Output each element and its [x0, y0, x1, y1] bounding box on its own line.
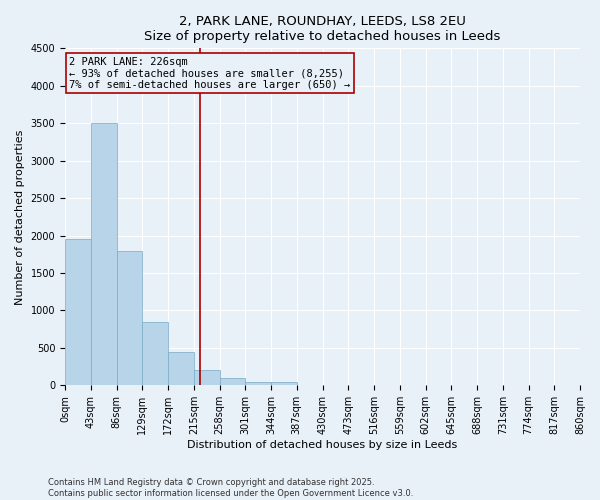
Bar	[220, 378, 245, 386]
Bar	[168, 352, 194, 386]
Bar	[245, 382, 271, 386]
Bar	[116, 250, 142, 386]
Bar	[142, 322, 168, 386]
Title: 2, PARK LANE, ROUNDHAY, LEEDS, LS8 2EU
Size of property relative to detached hou: 2, PARK LANE, ROUNDHAY, LEEDS, LS8 2EU S…	[145, 15, 501, 43]
Bar	[194, 370, 220, 386]
Y-axis label: Number of detached properties: Number of detached properties	[15, 129, 25, 304]
Bar	[271, 382, 297, 386]
X-axis label: Distribution of detached houses by size in Leeds: Distribution of detached houses by size …	[187, 440, 458, 450]
Text: 2 PARK LANE: 226sqm
← 93% of detached houses are smaller (8,255)
7% of semi-deta: 2 PARK LANE: 226sqm ← 93% of detached ho…	[69, 56, 350, 90]
Bar	[91, 123, 116, 386]
Text: Contains HM Land Registry data © Crown copyright and database right 2025.
Contai: Contains HM Land Registry data © Crown c…	[48, 478, 413, 498]
Bar	[65, 240, 91, 386]
